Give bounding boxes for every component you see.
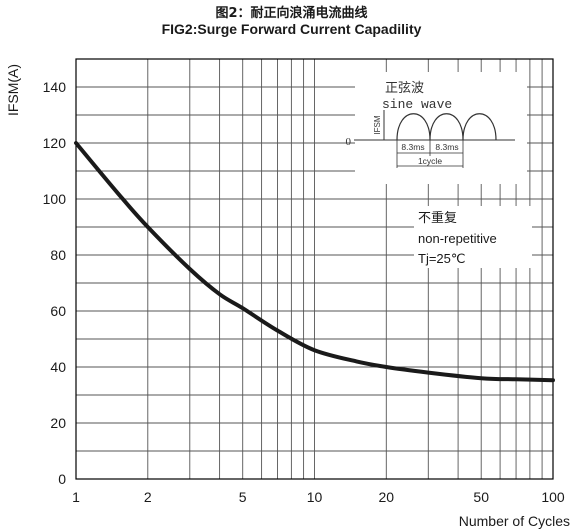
inset-period-1: 8.3ms: [401, 142, 424, 152]
x-tick-label: 100: [541, 489, 565, 505]
x-tick-label: 2: [144, 489, 152, 505]
y-tick-label: 40: [50, 359, 66, 375]
y-tick-labels: 0 20 40 60 80 100 120 140: [43, 79, 67, 487]
condition-tj: Tj=25℃: [418, 251, 465, 266]
y-tick-label: 0: [58, 471, 66, 487]
y-tick-label: 20: [50, 415, 66, 431]
inset-axis-label: IFSM: [373, 115, 382, 134]
y-tick-label: 60: [50, 303, 66, 319]
condition-annotation: 不重复 non-repetitive Tj=25℃: [414, 206, 532, 268]
y-tick-label: 100: [43, 191, 67, 207]
y-tick-label: 120: [43, 135, 67, 151]
x-axis-label: Number of Cycles: [459, 513, 570, 529]
inset-zero-label: 0: [346, 136, 352, 148]
y-tick-label: 80: [50, 247, 66, 263]
condition-en: non-repetitive: [418, 231, 497, 246]
chart-title: 图2：耐正向浪涌电流曲线: [215, 6, 368, 21]
surge-current-curve: [74, 141, 555, 383]
inset-sine-wave: [396, 113, 497, 141]
x-tick-labels: 1 2 5 10 20 50 100: [72, 489, 565, 505]
inset-label-en: sine wave: [382, 97, 452, 112]
inset-period-2: 8.3ms: [435, 142, 458, 152]
x-tick-label: 50: [473, 489, 489, 505]
x-tick-label: 20: [379, 489, 395, 505]
condition-background: [414, 206, 532, 268]
sine-wave-inset: 正弦波 sine wave 0 IFSM 8.3ms 8.3ms 1cycle: [346, 72, 527, 184]
chart-subtitle: FIG2:Surge Forward Current Capadility: [161, 21, 422, 37]
inset-label-cn: 正弦波: [385, 80, 424, 96]
inset-cycle-label: 1cycle: [418, 156, 442, 166]
plot-frame: [75, 58, 554, 480]
x-tick-label: 5: [239, 489, 247, 505]
x-tick-label: 1: [72, 489, 80, 505]
y-axis-label: IFSM(A): [5, 64, 21, 116]
y-tick-label: 140: [43, 79, 67, 95]
x-tick-label: 10: [307, 489, 323, 505]
condition-cn: 不重复: [418, 210, 457, 226]
